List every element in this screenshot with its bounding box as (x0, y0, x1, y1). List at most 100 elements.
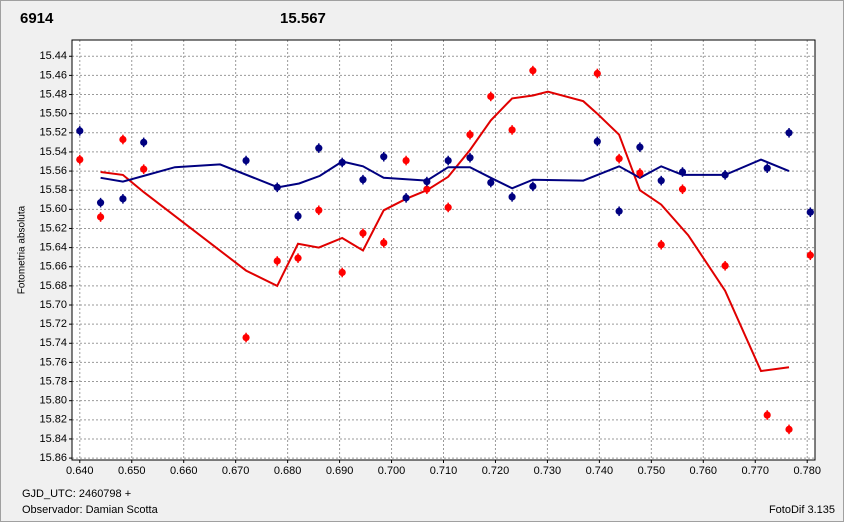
data-point (636, 143, 644, 151)
data-point (508, 126, 516, 134)
x-tick-label: 0.670 (222, 465, 250, 477)
y-tick-label: 15.58 (39, 184, 67, 196)
data-point (380, 153, 388, 161)
data-point (96, 213, 105, 221)
data-point (529, 67, 537, 75)
data-point (444, 156, 452, 165)
data-point (76, 155, 84, 164)
data-point (615, 207, 623, 215)
data-point (338, 268, 346, 277)
data-point (721, 262, 729, 270)
y-axis-label: Fotometria absoluta (17, 205, 28, 294)
data-point (242, 333, 250, 342)
data-point (315, 144, 323, 152)
trend-line (100, 158, 790, 190)
y-tick-label: 15.52 (39, 127, 67, 139)
x-tick-label: 0.780 (793, 465, 821, 477)
x-tick-label: 0.700 (378, 465, 406, 477)
data-point (615, 155, 623, 163)
y-tick-label: 15.62 (39, 222, 67, 234)
data-point (423, 185, 431, 193)
data-point (466, 154, 474, 162)
y-tick-label: 15.78 (39, 375, 67, 387)
data-point (380, 239, 388, 247)
data-point (242, 156, 250, 165)
data-point (315, 206, 323, 214)
data-point (657, 177, 665, 185)
data-point (593, 137, 601, 146)
data-point (593, 69, 601, 78)
data-point (119, 135, 127, 144)
data-point (294, 254, 302, 262)
data-point (487, 92, 495, 101)
data-point (636, 169, 644, 177)
data-point (273, 257, 281, 265)
y-tick-label: 15.64 (39, 242, 67, 254)
y-tick-label: 15.80 (39, 395, 67, 407)
y-tick-label: 15.72 (39, 318, 67, 330)
trend-line (100, 90, 790, 373)
y-tick-label: 15.76 (39, 356, 67, 368)
data-point (487, 178, 495, 187)
data-point (678, 185, 687, 193)
data-point (508, 193, 516, 201)
x-tick-label: 0.750 (638, 465, 666, 477)
x-tick-label: 0.690 (326, 465, 354, 477)
y-tick-label: 15.70 (39, 299, 67, 311)
x-tick-label: 0.720 (482, 465, 510, 477)
y-tick-label: 15.50 (39, 108, 67, 120)
y-tick-label: 15.74 (39, 337, 67, 349)
x-tick-label: 0.710 (430, 465, 458, 477)
data-point (359, 176, 367, 184)
data-point (273, 183, 281, 191)
x-tick-label: 0.650 (118, 465, 146, 477)
x-tick-label: 0.730 (534, 465, 562, 477)
data-point (763, 164, 771, 172)
data-point (140, 138, 148, 146)
y-tick-label: 15.60 (39, 203, 67, 215)
data-point (76, 127, 84, 135)
data-point (294, 212, 302, 220)
data-point (806, 251, 814, 259)
y-tick-label: 15.54 (39, 146, 67, 158)
data-point (96, 199, 105, 207)
data-point (140, 165, 148, 173)
data-point (763, 411, 771, 419)
footer-text: GJD_UTC: 2460798 + (22, 488, 131, 500)
y-tick-label: 15.48 (39, 88, 67, 100)
y-tick-label: 15.68 (39, 280, 67, 292)
y-tick-label: 15.44 (39, 50, 67, 62)
y-tick-label: 15.86 (39, 452, 67, 464)
plot-border (71, 39, 816, 461)
y-tick-label: 15.66 (39, 261, 67, 273)
legend-entry: 6914 (20, 10, 54, 27)
data-point (359, 229, 367, 237)
legend-entry: 15.567 (280, 10, 326, 27)
data-point (806, 208, 814, 216)
data-point (338, 158, 346, 167)
data-point (657, 241, 665, 249)
x-tick-label: 0.640 (66, 465, 94, 477)
x-tick-label: 0.740 (586, 465, 614, 477)
data-point (444, 203, 452, 212)
data-point (785, 129, 793, 137)
data-point (119, 195, 127, 203)
data-point (721, 171, 729, 179)
y-tick-label: 15.84 (39, 433, 67, 445)
data-point (678, 168, 687, 176)
x-tick-label: 0.660 (170, 465, 198, 477)
y-tick-label: 15.82 (39, 414, 67, 426)
y-tick-label: 15.56 (39, 165, 67, 177)
data-point (402, 194, 410, 202)
footer-text: FotoDif 3.135 (769, 504, 835, 516)
data-point (402, 156, 410, 165)
data-point (529, 182, 537, 190)
x-tick-label: 0.680 (274, 465, 302, 477)
x-tick-label: 0.770 (741, 465, 769, 477)
x-tick-label: 0.760 (690, 465, 718, 477)
data-point (785, 425, 793, 433)
footer-text: Observador: Damian Scotta (22, 504, 159, 516)
data-point (466, 131, 474, 139)
y-tick-label: 15.46 (39, 69, 67, 81)
